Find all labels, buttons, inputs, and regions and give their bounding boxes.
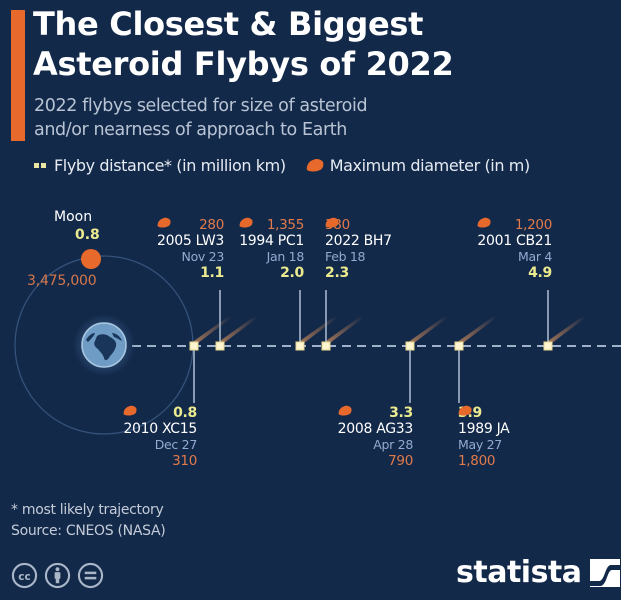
statista-logo[interactable]: statista <box>456 556 620 590</box>
diameter-value: 790 <box>338 405 413 469</box>
brand-wordmark: statista <box>456 555 582 590</box>
diameter-value: 1,200 <box>477 217 552 233</box>
node-1989-ja <box>454 341 464 351</box>
flyby-distance: 4.9 <box>528 265 552 281</box>
flyby-distance: 3.3 <box>389 405 413 421</box>
legend-distance-label: Flyby distance* (in million km) <box>54 155 286 175</box>
chart-graphics <box>14 249 621 435</box>
asteroid-rock-icon <box>157 217 171 228</box>
asteroid-name: 2005 LW3 <box>157 233 224 249</box>
label-1989-ja: 3.9 1989 JA May 27 1,800 <box>458 405 510 469</box>
label-2001-cb21: 1,200 2001 CB21 Mar 4 4.9 <box>477 217 552 281</box>
license-icons[interactable]: cc <box>11 562 104 589</box>
cc-icon[interactable]: cc <box>11 562 38 589</box>
flyby-date: Mar 4 <box>517 249 552 264</box>
legend: Flyby distance* (in million km) Maximum … <box>34 153 530 177</box>
flyby-distance: 2.0 <box>280 265 304 281</box>
chart-title: The Closest & Biggest Asteroid Flybys of… <box>33 4 613 84</box>
flyby-chart: Moon 0.8 3,475,000 280 2005 LW3 Nov 23 1… <box>0 195 621 495</box>
earth-icon <box>73 314 135 376</box>
label-2005-lw3: 280 2005 LW3 Nov 23 1.1 <box>157 217 224 281</box>
asteroid-name: 2001 CB21 <box>477 233 552 249</box>
asteroid-rock-icon <box>458 405 472 416</box>
flyby-distance: 0.8 <box>173 405 197 421</box>
asteroid-name: 1994 PC1 <box>239 233 304 249</box>
footnote: * most likely trajectory Source: CNEOS (… <box>11 500 166 542</box>
title-line-2: Asteroid Flybys of 2022 <box>33 45 454 83</box>
label-2010-xc15: 0.8 2010 XC15 Dec 27 310 <box>123 405 197 469</box>
flyby-date: Dec 27 <box>154 437 198 452</box>
diameter-value: 1,800 <box>458 405 509 469</box>
comet-trails <box>191 316 585 346</box>
flyby-date: Nov 23 <box>181 249 225 264</box>
asteroid-rock-icon <box>478 217 491 228</box>
stems <box>193 290 549 403</box>
asteroid-name: 1989 JA <box>458 421 510 437</box>
label-1994-pc1: 1,355 1994 PC1 Jan 18 2.0 <box>239 217 304 281</box>
asteroid-rock-icon <box>306 158 324 172</box>
moon-label: Moon <box>54 209 93 225</box>
asteroid-rock-icon <box>124 405 137 416</box>
asteroid-rock-icon <box>338 405 352 416</box>
asteroid-name: 2008 AG33 <box>337 421 414 437</box>
chart-subtitle: 2022 flybys selected for size of asteroi… <box>34 94 594 142</box>
node-1994-pc1 <box>295 341 305 351</box>
yellow-dots-icon <box>34 162 46 168</box>
flyby-distance: 2.3 <box>325 265 349 281</box>
legend-diameter-label: Maximum diameter (in m) <box>329 155 530 175</box>
asteroid-name: 2022 BH7 <box>325 233 392 249</box>
source-note: Source: CNEOS (NASA) <box>11 523 166 539</box>
diameter-value: 1,355 <box>239 217 304 233</box>
flyby-nodes <box>189 341 553 351</box>
node-2008-ag33 <box>405 341 415 351</box>
moon-distance: 0.8 <box>75 227 100 243</box>
asteroid-name: 2010 XC15 <box>123 421 197 437</box>
flyby-date: Jan 18 <box>266 249 305 264</box>
title-accent-bar <box>11 10 25 141</box>
diameter-value: 380 <box>325 217 392 233</box>
diameter-value: 310 <box>123 405 197 469</box>
flyby-date: Feb 18 <box>325 249 366 264</box>
by-attribution-icon[interactable] <box>44 562 71 589</box>
node-2010-xc15 <box>189 341 199 351</box>
flyby-date: May 27 <box>458 437 502 452</box>
moon-dot <box>81 249 101 269</box>
node-2022-bh7 <box>321 341 331 351</box>
node-2005-lw3 <box>215 341 225 351</box>
moon-diameter: 3,475,000 <box>27 273 97 289</box>
title-line-1: The Closest & Biggest <box>33 5 424 43</box>
flyby-date: Apr 28 <box>373 437 413 452</box>
asteroid-rock-icon <box>325 217 339 228</box>
statista-mark-icon <box>589 559 620 587</box>
label-2022-bh7: 380 2022 BH7 Feb 18 2.3 <box>325 217 392 281</box>
flyby-distance: 1.1 <box>200 265 224 281</box>
diameter-value: 280 <box>157 217 224 233</box>
nd-equals-icon[interactable] <box>77 562 104 589</box>
trajectory-note: * most likely trajectory <box>11 502 164 518</box>
asteroid-rock-icon <box>239 217 253 228</box>
subtitle-line-2: and/or nearness of approach to Earth <box>34 120 347 140</box>
node-2001-cb21 <box>543 341 553 351</box>
label-2008-ag33: 3.3 2008 AG33 Apr 28 790 <box>337 405 414 469</box>
svg-text:cc: cc <box>18 571 31 583</box>
subtitle-line-1: 2022 flybys selected for size of asteroi… <box>34 96 368 116</box>
